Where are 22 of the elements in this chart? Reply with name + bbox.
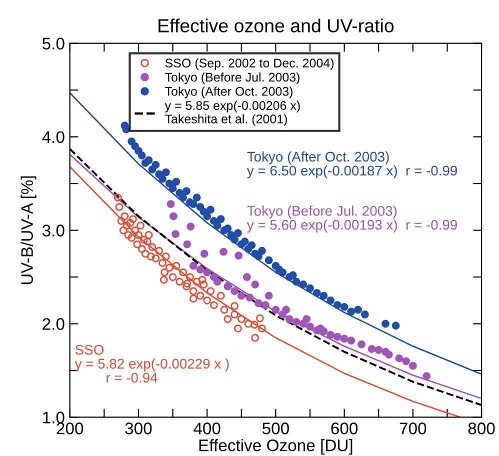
- x-tick-label: 400: [194, 422, 220, 434]
- x-tick-label: 200: [56, 422, 84, 434]
- y-axis-title: UV-B/UV-A [%]: [20, 176, 36, 284]
- y-tick-label: 1.0: [43, 412, 64, 424]
- annotation: Tokyo (Before Jul. 2003) y = 5.60 exp(-0.00193 x) r = -0.99: [246, 206, 457, 233]
- legend-label: Tokyo (Before Jul. 2003): [165, 72, 300, 84]
- legend-label: Tokyo (After Oct. 2003): [165, 86, 293, 98]
- x-tick-label: 800: [468, 422, 495, 434]
- annotation: Tokyo (After Oct. 2003) y = 6.50 exp(-0.00187 x) r = -0.99: [246, 151, 457, 178]
- annotation: SSO y = 5.82 exp(-0.00229 x ) r = -0.94: [74, 344, 229, 383]
- legend-label: SSO (Sep. 2002 to Dec. 2004): [165, 58, 334, 70]
- x-tick-label: 600: [331, 422, 358, 434]
- chart-title: Effective ozone and UV-ratio: [158, 18, 394, 32]
- x-tick-label: 300: [125, 422, 152, 434]
- y-tick-label: 5.0: [42, 38, 64, 50]
- x-tick-label: 500: [262, 422, 289, 434]
- x-tick-label: 700: [400, 422, 426, 434]
- y-tick-label: 2.0: [42, 318, 64, 330]
- y-tick-label: 3.0: [42, 224, 64, 236]
- y-tick-label: 4.0: [42, 131, 64, 144]
- legend-label: y = 5.85 exp(-0.00206 x) Takeshita et al. (2001): [164, 100, 300, 126]
- x-axis-title: Effective Ozone [DU]: [199, 439, 352, 455]
